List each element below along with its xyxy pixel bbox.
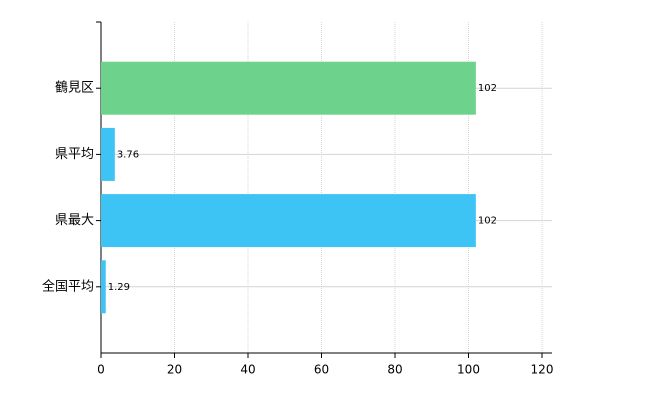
bar (101, 194, 476, 248)
x-tick-label: 60 (314, 363, 329, 377)
y-tick-label: 県最大 (55, 213, 94, 228)
x-tick-label: 80 (387, 363, 402, 377)
x-tick-label: 20 (167, 363, 182, 377)
x-tick-label: 100 (457, 363, 480, 377)
value-label: 102 (478, 216, 497, 227)
bar (101, 260, 106, 314)
value-label: 3.76 (117, 149, 139, 160)
y-tick-label: 県平均 (55, 147, 94, 162)
y-tick-label: 鶴見区 (55, 80, 94, 96)
bar (101, 61, 476, 115)
x-tick-label: 120 (531, 363, 554, 377)
value-label: 102 (478, 83, 497, 94)
bar (101, 127, 115, 181)
x-tick-label: 0 (97, 363, 105, 377)
x-tick-label: 40 (240, 363, 255, 377)
y-tick-label: 全国平均 (42, 278, 94, 294)
value-label: 1.29 (108, 282, 130, 293)
